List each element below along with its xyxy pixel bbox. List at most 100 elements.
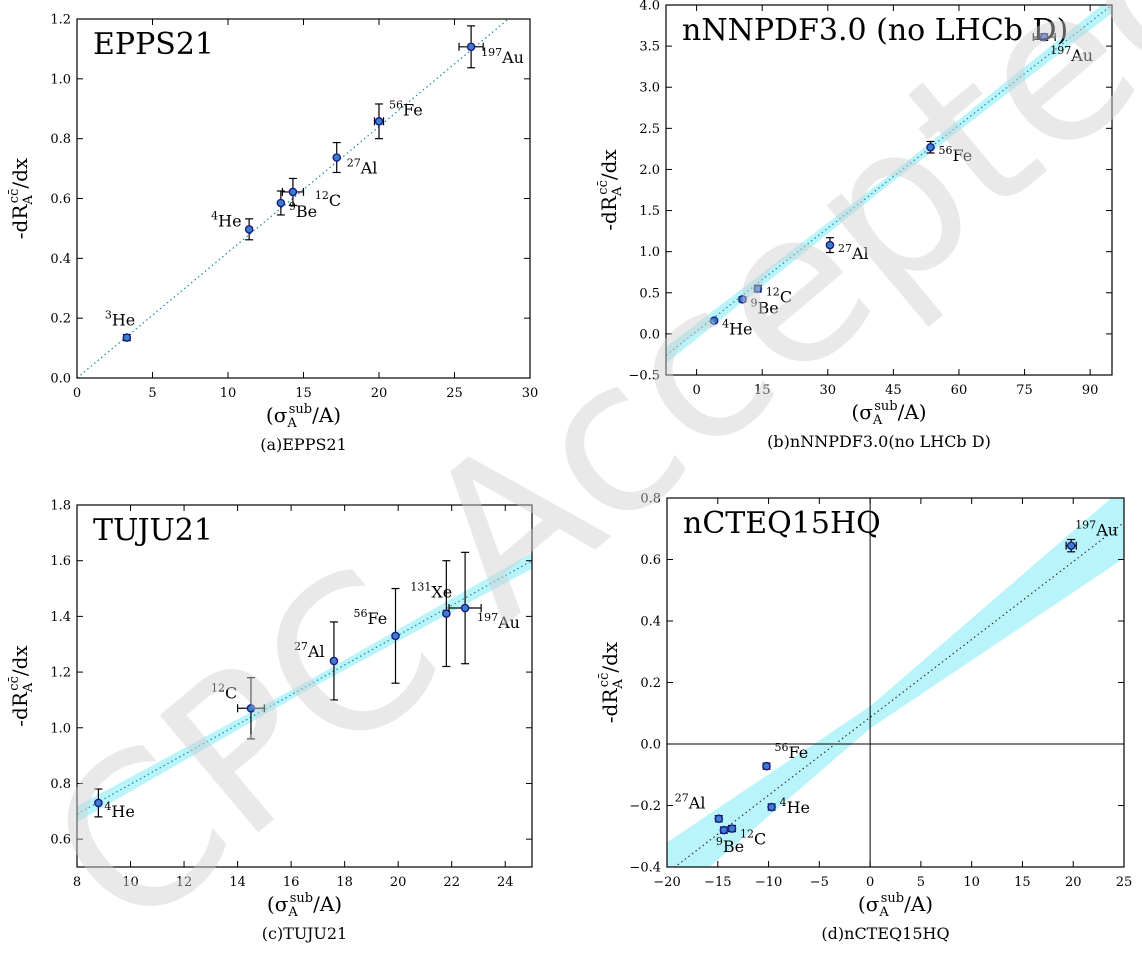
point-label: 4He [104, 800, 134, 821]
y-tick-label: 0.8 [640, 492, 661, 507]
data-marker [727, 824, 737, 833]
y-tick-label: 1.0 [639, 245, 660, 260]
x-axis-label: (σAsub/A) [858, 891, 933, 920]
data-marker [94, 798, 103, 808]
plot-area [77, 19, 510, 378]
data-marker [246, 703, 256, 713]
y-tick-label: 1.8 [50, 499, 71, 514]
x-axis-label: (σAsub/A) [267, 891, 342, 920]
x-tick-label: 12 [176, 875, 193, 890]
x-tick-label: 8 [73, 875, 81, 890]
data-marker [926, 142, 935, 152]
chart-panel-c: 4He 12C 27Al 56Fe 131Xe 197Au 8 10 12 14 16 18 20 22 2… [7, 499, 533, 943]
point-label: 12C [315, 189, 341, 210]
fit-line [77, 19, 510, 378]
plot-frame [76, 18, 531, 379]
data-point-au-197: 197Au [1032, 32, 1093, 65]
data-point-al-27: 27Al [332, 141, 378, 178]
y-tick-label: 0.0 [640, 738, 661, 753]
data-marker [244, 225, 254, 234]
watermark-text: CPC Accepted [5, 0, 1142, 961]
x-tick-label: 60 [951, 383, 968, 398]
data-point-al-27: 27Al [294, 621, 339, 701]
plot-frame [665, 4, 1113, 376]
data-marker [122, 333, 132, 342]
y-tick-label: 0.6 [50, 192, 71, 207]
x-tick-label: −20 [653, 875, 680, 890]
point-label: 131Xe [410, 581, 452, 602]
y-tick-label: 3.0 [639, 81, 660, 96]
y-tick-label: 1.0 [50, 72, 71, 87]
y-tick-label: 1.6 [50, 554, 71, 569]
y-tick-label: 0.0 [639, 327, 660, 342]
data-marker [329, 656, 339, 666]
point-label: 12C [740, 828, 766, 849]
x-tick-label: 14 [229, 875, 246, 890]
plot-area [77, 552, 532, 823]
data-point-he-4: 4He [767, 796, 810, 817]
point-label: 197Au [481, 46, 524, 67]
point-label: 197Au [477, 611, 520, 632]
data-point-fe-56: 56Fe [354, 587, 400, 684]
panel-caption: (c)TUJU21 [262, 924, 347, 943]
point-label: 27Al [294, 640, 325, 661]
point-label: 4He [780, 796, 810, 817]
point-label: 9Be [289, 200, 317, 221]
x-tick-label: 5 [148, 386, 156, 401]
y-tick-label: −0.5 [628, 369, 660, 384]
point-label: 56Fe [775, 741, 809, 762]
data-point-c-12: 12C [211, 677, 265, 740]
data-point-au-197: 197Au [448, 551, 520, 665]
data-point-he-4: 4He [94, 788, 135, 821]
y-tick-label: 0.5 [639, 286, 660, 301]
y-tick-label: 0.4 [640, 615, 661, 630]
data-marker [709, 316, 719, 326]
data-marker [288, 187, 298, 197]
data-point-c-12: 12C [727, 824, 766, 849]
data-marker [753, 284, 763, 293]
data-marker [374, 117, 384, 126]
point-label: 12C [211, 681, 237, 702]
x-tick-label: 18 [336, 875, 353, 890]
x-tick-label: 0 [866, 875, 874, 890]
data-point-au-197: 197Au [458, 25, 524, 69]
y-tick-label: 0.8 [50, 132, 71, 147]
point-label: 197Au [1075, 519, 1118, 540]
x-tick-label: 15 [295, 386, 312, 401]
x-tick-label: 90 [1082, 383, 1099, 398]
point-label: 56Fe [354, 607, 388, 628]
uncertainty-band [77, 552, 532, 823]
x-tick-label: 0 [73, 386, 81, 401]
point-label: 27Al [675, 792, 706, 813]
y-axis-label: -dRAcc̄/dx [596, 149, 625, 231]
point-label: 4He [211, 209, 241, 230]
y-tick-label: 1.2 [50, 666, 71, 681]
data-point-be-9: 9Be [738, 295, 779, 317]
data-marker [762, 761, 771, 771]
data-marker [714, 814, 724, 824]
plot-frame [76, 504, 533, 868]
x-tick-label: 25 [446, 386, 463, 401]
panel-title: nNNPDF3.0 (no LHCb D) [682, 13, 1068, 48]
x-tick-label: 15 [1014, 875, 1031, 890]
y-tick-label: 0.8 [50, 777, 71, 792]
point-label: 12C [766, 286, 792, 307]
data-point-he-4: 4He [211, 209, 254, 241]
data-marker [332, 153, 342, 162]
x-tick-label: 24 [497, 875, 514, 890]
panel-title: nCTEQ15HQ [683, 506, 881, 541]
data-point-be-9: 9Be [716, 825, 744, 856]
x-tick-label: 20 [390, 875, 407, 890]
data-marker [719, 825, 729, 835]
x-tick-label: −15 [704, 875, 731, 890]
point-label: 27Al [347, 157, 378, 178]
x-tick-label: 30 [820, 383, 837, 398]
panel-caption: (b)nNNPDF3.0(no LHCb D) [767, 432, 991, 451]
data-marker [738, 295, 747, 304]
data-point-be-9: 9Be [276, 190, 317, 221]
y-tick-label: 1.4 [50, 610, 71, 625]
y-tick-label: 2.5 [639, 122, 660, 137]
y-tick-label: 4.0 [639, 0, 660, 14]
x-tick-label: 22 [443, 875, 460, 890]
